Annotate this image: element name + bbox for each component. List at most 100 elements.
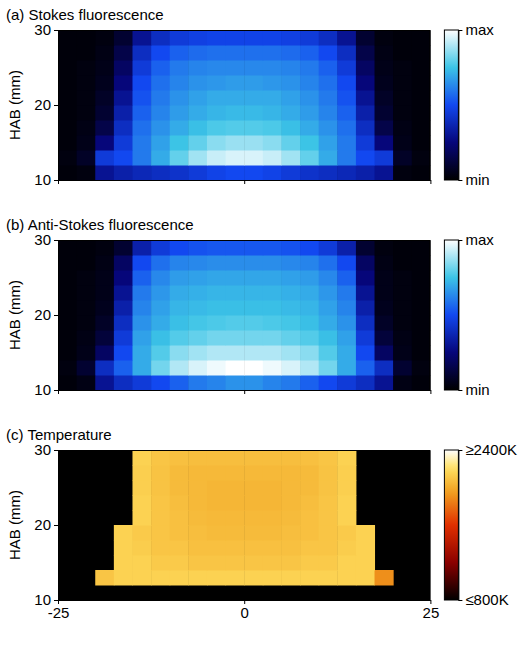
heatmap-cell bbox=[375, 300, 394, 316]
heatmap-cell bbox=[77, 165, 96, 180]
heatmap-cell bbox=[263, 330, 282, 346]
heatmap-cell bbox=[319, 525, 338, 541]
tick-label: max bbox=[465, 231, 494, 248]
heatmap-cell bbox=[319, 375, 338, 390]
heatmap-cell bbox=[375, 570, 394, 586]
heatmap-cell bbox=[375, 270, 394, 286]
heatmap-cell bbox=[319, 555, 338, 571]
heatmap-cell bbox=[356, 60, 375, 76]
heatmap-cell bbox=[170, 465, 189, 481]
heatmap-cell bbox=[95, 120, 114, 136]
heatmap-cell bbox=[132, 360, 151, 376]
y-tick: 20 bbox=[34, 96, 58, 113]
heatmap-cell bbox=[188, 315, 207, 331]
heatmap-cell bbox=[244, 465, 263, 481]
heatmap-cell bbox=[300, 555, 319, 571]
heatmap-cell bbox=[319, 150, 338, 166]
heatmap-cell bbox=[95, 285, 114, 301]
heatmap-cell bbox=[300, 165, 319, 180]
heatmap-cell bbox=[77, 240, 96, 256]
heatmap-cell bbox=[58, 135, 77, 151]
heatmap-cell bbox=[151, 255, 170, 271]
heatmap-cell bbox=[151, 120, 170, 136]
heatmap-cell bbox=[114, 45, 133, 61]
heatmap-cell bbox=[151, 375, 170, 390]
heatmap-cell bbox=[356, 105, 375, 121]
heatmap-cell bbox=[170, 150, 189, 166]
heatmap-cell bbox=[226, 450, 245, 466]
heatmap-cell bbox=[170, 375, 189, 390]
heatmap-cell bbox=[58, 270, 77, 286]
heatmap-cell bbox=[226, 510, 245, 526]
heatmap-cell bbox=[337, 315, 356, 331]
heatmap-cell bbox=[337, 300, 356, 316]
heatmap-cell bbox=[263, 75, 282, 91]
heatmap-cell bbox=[151, 315, 170, 331]
heatmap-cell bbox=[263, 495, 282, 511]
heatmap-cell bbox=[207, 75, 226, 91]
axis-line bbox=[458, 241, 459, 391]
heatmap-cell bbox=[207, 240, 226, 256]
heatmap-cell bbox=[300, 315, 319, 331]
tick-label: 20 bbox=[34, 306, 51, 323]
heatmap-cell bbox=[300, 570, 319, 586]
heatmap-cell bbox=[281, 240, 300, 256]
tick-label: 10 bbox=[34, 591, 51, 608]
heatmap-cell bbox=[132, 330, 151, 346]
heatmap-cell bbox=[207, 90, 226, 106]
heatmap-cell bbox=[375, 150, 394, 166]
heatmap-cell bbox=[151, 45, 170, 61]
heatmap-cell bbox=[244, 570, 263, 586]
heatmap-cell bbox=[170, 60, 189, 76]
heatmap-cell bbox=[281, 375, 300, 390]
heatmap-cell bbox=[114, 120, 133, 136]
heatmap-cell bbox=[319, 30, 338, 46]
heatmap-cell bbox=[263, 510, 282, 526]
colorbar-tick: min bbox=[458, 171, 489, 188]
heatmap-cell bbox=[77, 270, 96, 286]
heatmap-cell bbox=[188, 240, 207, 256]
heatmap-cell bbox=[319, 450, 338, 466]
heatmap-cell bbox=[375, 105, 394, 121]
heatmap-cell bbox=[170, 360, 189, 376]
heatmap-cell bbox=[132, 510, 151, 526]
colorbar-tick: max bbox=[458, 21, 494, 38]
heatmap-cell bbox=[114, 330, 133, 346]
heatmap-cell bbox=[226, 45, 245, 61]
heatmap-cell bbox=[263, 135, 282, 151]
heatmap-cell bbox=[188, 330, 207, 346]
heatmap-cell bbox=[337, 270, 356, 286]
heatmap-cell bbox=[244, 105, 263, 121]
heatmap-cell bbox=[319, 345, 338, 361]
heatmap-cell bbox=[77, 90, 96, 106]
heatmap-cell bbox=[263, 525, 282, 541]
heatmap-cell bbox=[114, 240, 133, 256]
heatmap-cell bbox=[337, 240, 356, 256]
heatmap-cell bbox=[244, 525, 263, 541]
frame bbox=[58, 451, 430, 601]
heatmap-cell bbox=[207, 315, 226, 331]
heatmap-cell bbox=[77, 135, 96, 151]
heatmap-cell bbox=[281, 165, 300, 180]
heatmap-cell bbox=[170, 90, 189, 106]
heatmap-cell bbox=[281, 570, 300, 586]
heatmap-cell bbox=[77, 330, 96, 346]
heatmap-cell bbox=[356, 270, 375, 286]
heatmap-cell bbox=[58, 360, 77, 376]
heatmap-cell bbox=[226, 315, 245, 331]
tick-label: ≤800K bbox=[465, 591, 508, 608]
heatmap-cell bbox=[188, 105, 207, 121]
heatmap-cell bbox=[244, 90, 263, 106]
heatmap-cell bbox=[226, 360, 245, 376]
frame bbox=[58, 31, 430, 181]
heatmap-cell bbox=[114, 540, 133, 556]
heatmap-cell bbox=[337, 345, 356, 361]
heatmap-cell bbox=[151, 345, 170, 361]
heatmap-cell bbox=[170, 525, 189, 541]
heatmap-cell bbox=[263, 60, 282, 76]
heatmap-cell bbox=[226, 120, 245, 136]
heatmap-cell bbox=[188, 255, 207, 271]
heatmap-cell bbox=[132, 240, 151, 256]
heatmap-cell bbox=[244, 240, 263, 256]
heatmap-cell bbox=[58, 165, 77, 180]
